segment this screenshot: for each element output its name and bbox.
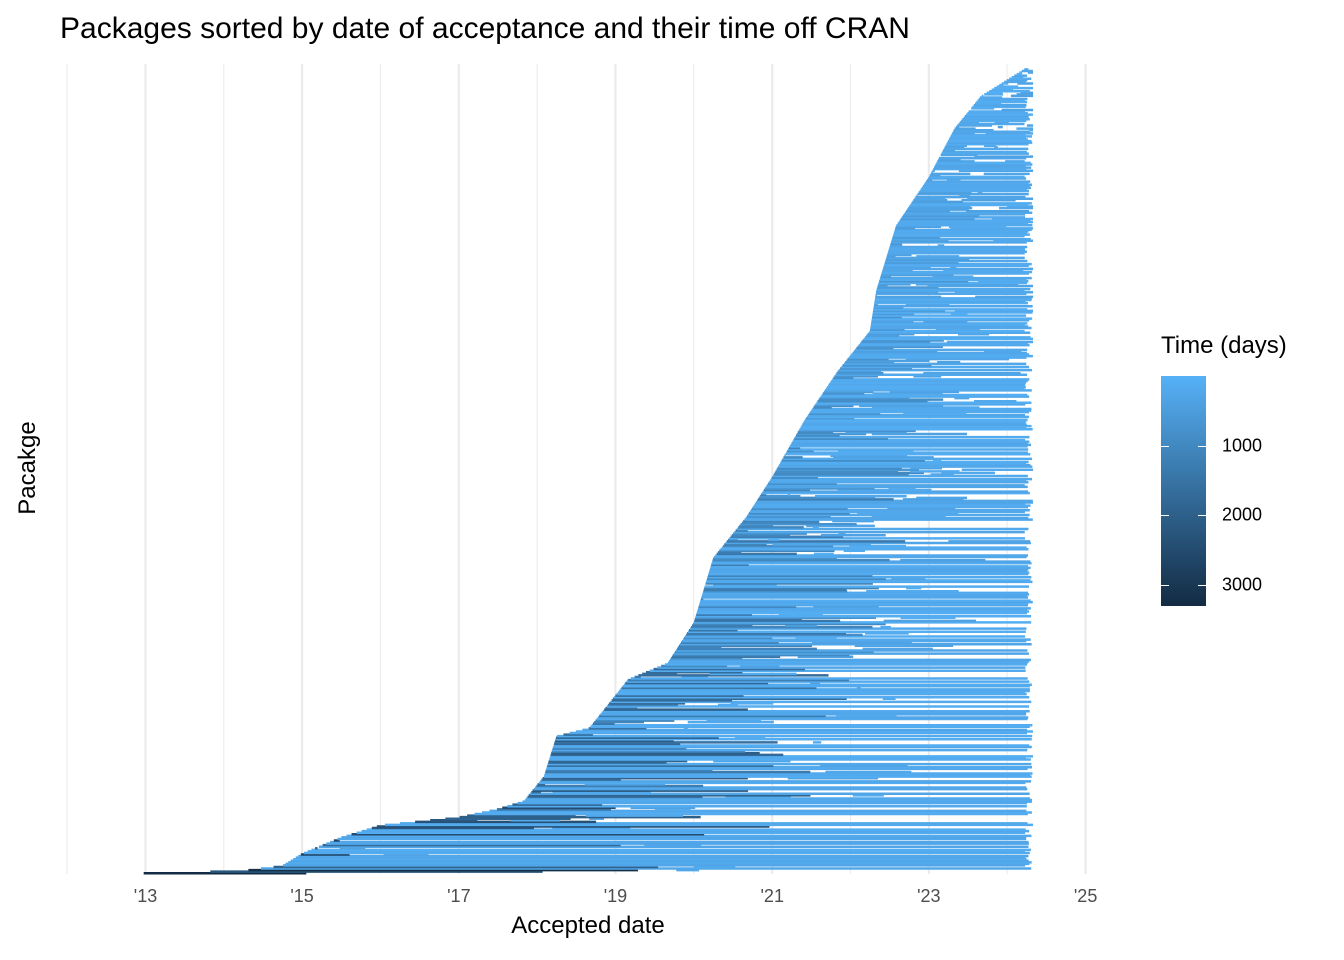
- x-axis-ticks: '13 '15 '17 '19 '21 '23 '25: [134, 886, 1098, 906]
- x-tick-label: '15: [290, 886, 313, 906]
- legend-tick-label: 3000: [1222, 574, 1263, 595]
- x-tick-label: '23: [917, 886, 940, 906]
- legend-title: Time (days): [1161, 332, 1287, 359]
- legend-tick-mark: [1161, 585, 1169, 587]
- x-tick-label: '21: [761, 886, 784, 906]
- legend-tick-mark: [1161, 515, 1169, 517]
- legend-tick-mark: [1161, 445, 1169, 447]
- chart-title: Packages sorted by date of acceptance an…: [60, 12, 910, 45]
- legend-tick-mark: [1198, 515, 1206, 517]
- x-tick-label: '19: [604, 886, 627, 906]
- legend-tick-label: 2000: [1222, 504, 1263, 525]
- legend-tick-mark: [1198, 445, 1206, 447]
- x-tick-label: '25: [1074, 886, 1097, 906]
- legend-tick-label: 1000: [1222, 435, 1263, 456]
- x-tick-label: '13: [134, 886, 157, 906]
- package-segments: [143, 68, 1034, 875]
- legend-colorbar: [1161, 376, 1206, 606]
- x-tick-label: '17: [447, 886, 470, 906]
- x-axis-label: Accepted date: [511, 912, 665, 939]
- legend-tick-mark: [1198, 585, 1206, 587]
